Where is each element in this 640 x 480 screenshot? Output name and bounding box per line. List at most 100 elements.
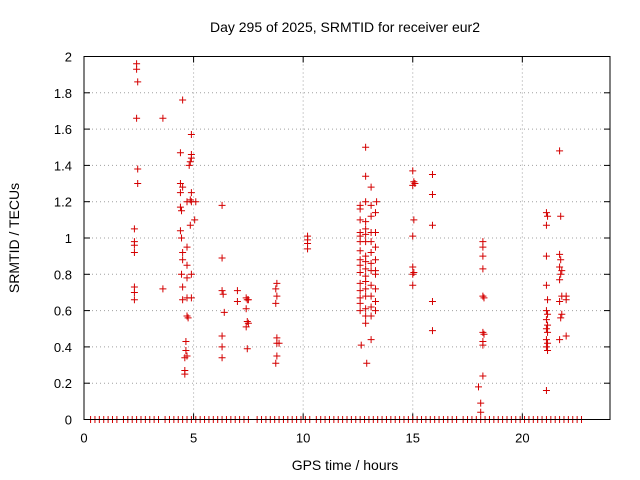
data-point: [557, 270, 565, 278]
data-point: [357, 341, 365, 349]
data-point: [187, 294, 195, 302]
data-point: [409, 281, 417, 289]
data-point: [181, 370, 189, 378]
data-point: [479, 341, 487, 349]
data-point: [178, 270, 186, 278]
data-point: [362, 305, 370, 313]
data-point: [356, 287, 364, 295]
data-point: [371, 243, 379, 251]
data-point: [159, 114, 167, 122]
data-point: [558, 267, 566, 275]
data-point: [542, 221, 550, 229]
data-point: [542, 316, 550, 324]
data-point: [367, 312, 375, 320]
data-point: [542, 386, 550, 394]
data-point: [218, 201, 226, 209]
data-point: [130, 296, 138, 304]
data-point: [133, 114, 141, 122]
data-point: [362, 278, 370, 286]
data-point: [409, 270, 417, 278]
data-point: [428, 170, 436, 178]
data-point: [244, 296, 252, 304]
data-point: [134, 165, 142, 173]
data-point: [542, 307, 550, 315]
data-point: [356, 205, 364, 213]
data-point: [186, 196, 194, 204]
data-point: [176, 149, 184, 157]
data-point: [410, 268, 418, 276]
data-point: [130, 288, 138, 296]
plot-frame: [83, 56, 611, 420]
data-point: [544, 212, 552, 220]
data-point: [179, 256, 187, 264]
data-point: [556, 336, 564, 344]
data-point: [242, 305, 250, 313]
data-point: [557, 212, 565, 220]
data-point: [192, 198, 200, 206]
data-point: [557, 314, 565, 322]
data-point: [542, 325, 550, 333]
axis-ticks: [83, 56, 610, 420]
data-point: [367, 238, 375, 246]
data-point: [362, 319, 370, 327]
y-tick-label: 0.2: [54, 376, 72, 391]
data-point: [475, 383, 482, 391]
data-point: [367, 259, 375, 267]
data-point: [544, 328, 552, 336]
data-point: [362, 218, 370, 226]
grid: [84, 56, 610, 420]
data-point: [557, 256, 565, 264]
y-tick-label: 1.2: [54, 195, 72, 210]
tick-labels: 00.20.40.60.811.21.41.61.820 5 10 15 20: [54, 50, 530, 446]
data-point: [191, 216, 199, 224]
data-point: [275, 339, 283, 347]
data-point: [179, 296, 187, 304]
data-point: [272, 299, 280, 307]
data-point: [544, 347, 552, 355]
data-point: [179, 249, 187, 257]
data-point: [183, 352, 191, 360]
data-point: [409, 263, 417, 271]
data-point: [186, 158, 194, 166]
data-point: [479, 243, 487, 251]
data-point: [542, 281, 550, 289]
data-point: [411, 180, 419, 188]
data-point: [544, 339, 552, 347]
data-point: [176, 180, 184, 188]
data-point: [410, 216, 418, 224]
data-point: [243, 317, 251, 325]
data-point: [273, 292, 281, 300]
data-point: [371, 229, 379, 237]
data-point: [542, 209, 550, 217]
data-point: [410, 178, 418, 186]
data-point: [362, 143, 370, 151]
data-point: [356, 247, 364, 255]
data-point: [134, 180, 142, 188]
data-point: [176, 189, 184, 197]
data-point: [477, 408, 485, 416]
data-point: [409, 232, 417, 240]
data-point: [176, 203, 184, 211]
data-point: [367, 201, 375, 209]
data-point: [233, 298, 241, 306]
data-point: [272, 359, 280, 367]
data-point: [428, 221, 436, 229]
x-axis-label: GPS time / hours: [292, 457, 399, 473]
y-tick-label: 1.4: [54, 158, 72, 173]
data-point: [367, 183, 375, 191]
data-point: [218, 354, 226, 362]
data-point: [244, 319, 252, 327]
data-point: [362, 230, 370, 238]
data-point: [362, 285, 370, 293]
data-point: [544, 310, 552, 318]
data-point: [556, 147, 564, 155]
data-point: [362, 258, 370, 266]
data-point: [373, 198, 381, 206]
data-point: [356, 261, 364, 269]
data-point: [479, 252, 487, 260]
data-point: [409, 167, 417, 175]
data-point: [243, 345, 251, 353]
data-point: [179, 283, 187, 291]
data-point: [363, 359, 371, 367]
